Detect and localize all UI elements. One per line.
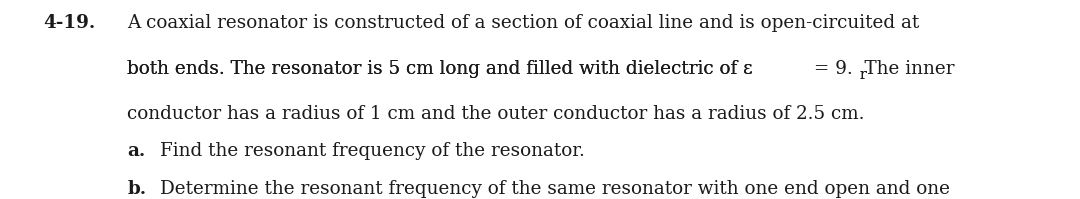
Text: 4-19.: 4-19. bbox=[43, 14, 95, 32]
Text: b.: b. bbox=[127, 180, 147, 198]
Text: Find the resonant frequency of the resonator.: Find the resonant frequency of the reson… bbox=[160, 142, 584, 160]
Text: conductor has a radius of 1 cm and the outer conductor has a radius of 2.5 cm.: conductor has a radius of 1 cm and the o… bbox=[127, 105, 865, 123]
Text: r: r bbox=[860, 68, 866, 82]
Text: r: r bbox=[860, 68, 866, 82]
Text: a.: a. bbox=[127, 142, 146, 160]
Text: both ends. The resonator is 5 cm long and filled with dielectric of ε: both ends. The resonator is 5 cm long an… bbox=[127, 60, 753, 78]
Text: A coaxial resonator is constructed of a section of coaxial line and is open-circ: A coaxial resonator is constructed of a … bbox=[127, 14, 920, 32]
Text: = 9.  The inner: = 9. The inner bbox=[808, 60, 955, 78]
Text: Determine the resonant frequency of the same resonator with one end open and one: Determine the resonant frequency of the … bbox=[160, 180, 949, 198]
Text: both ends. The resonator is 5 cm long and filled with dielectric of ε: both ends. The resonator is 5 cm long an… bbox=[127, 60, 753, 78]
